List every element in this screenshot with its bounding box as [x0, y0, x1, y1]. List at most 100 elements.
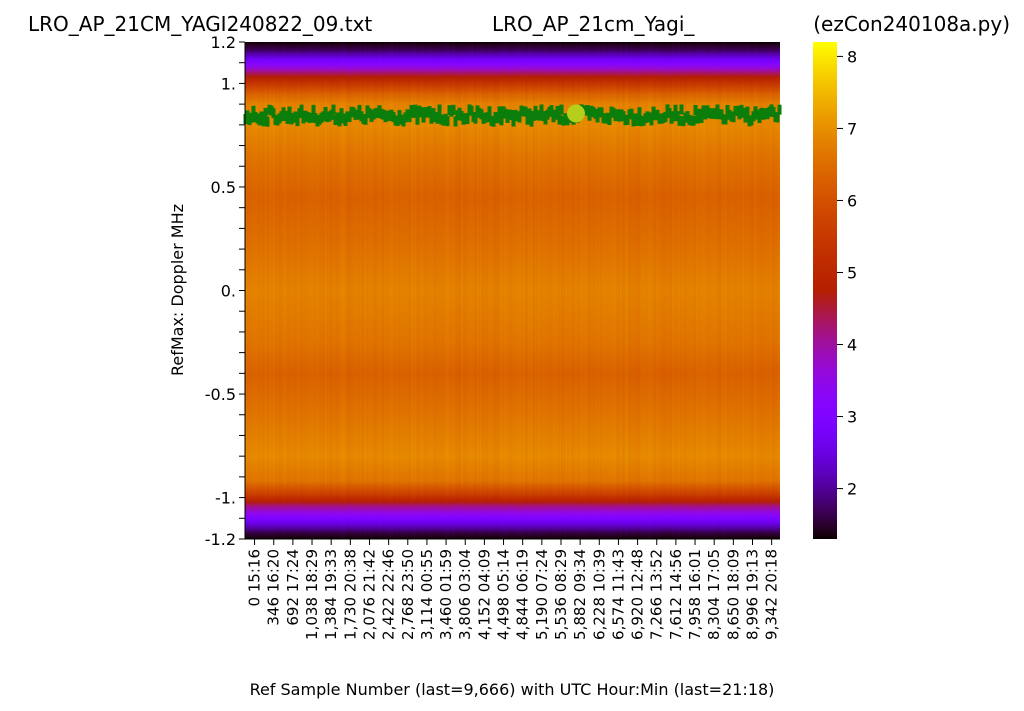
- max-trace-point: [261, 116, 266, 127]
- x-tick-label: 5,536 08:29: [552, 549, 570, 640]
- max-trace-point: [517, 112, 522, 123]
- max-trace-point: [663, 111, 668, 122]
- max-trace-point: [419, 107, 424, 118]
- max-trace-point: [537, 110, 542, 121]
- max-trace-point: [473, 113, 478, 124]
- y-tick-label: -0.5: [205, 385, 236, 404]
- x-axis-label: Ref Sample Number (last=9,666) with UTC …: [250, 680, 775, 699]
- max-trace-point: [757, 113, 762, 124]
- max-trace-point: [249, 112, 254, 123]
- max-trace-point: [559, 104, 564, 115]
- colorbar-tick-label: 6: [847, 191, 857, 210]
- y-tick-label: 0.: [221, 282, 236, 301]
- colorbar-gradient: [813, 42, 837, 539]
- max-trace-point: [427, 106, 432, 117]
- x-tick-label: 9,342 20:18: [763, 549, 781, 640]
- max-trace-point: [775, 112, 780, 123]
- y-axis: 1.2 1. 0.5 0. -0.5 -1. -1.2: [205, 33, 246, 549]
- max-trace-point: [287, 106, 292, 117]
- max-trace-point: [331, 104, 336, 115]
- max-trace-point: [435, 113, 440, 124]
- x-tick-label: 7,612 14:56: [667, 549, 685, 640]
- max-trace-point: [347, 112, 352, 123]
- max-trace-point: [679, 104, 684, 115]
- max-trace-point: [465, 114, 470, 125]
- max-trace-point: [453, 116, 458, 127]
- max-trace-point: [599, 107, 604, 118]
- colorbar-tick-label: 3: [847, 408, 857, 427]
- max-trace-point: [413, 104, 418, 115]
- max-trace-point: [363, 114, 368, 125]
- x-tick-label: 6,574 11:43: [609, 549, 627, 640]
- max-trace-point: [595, 112, 600, 123]
- max-trace-point: [625, 114, 630, 125]
- max-trace-point: [407, 112, 412, 123]
- max-trace-point: [497, 106, 502, 117]
- max-trace-point: [429, 113, 434, 124]
- y-tick-label: 1.2: [211, 33, 236, 52]
- max-trace-point: [323, 107, 328, 118]
- max-trace-point: [693, 104, 698, 115]
- max-trace-point: [731, 112, 736, 123]
- max-trace-point: [723, 114, 728, 125]
- max-trace-point: [509, 110, 514, 121]
- x-tick-label: 8,996 19:13: [743, 549, 761, 640]
- max-trace-point: [299, 104, 304, 115]
- x-tick-label: 346 16:20: [265, 549, 283, 626]
- max-trace-point: [337, 116, 342, 127]
- x-tick-label: 1,730 20:38: [341, 549, 359, 640]
- x-axis: 0 15:16 346 16:20 692 17:24 1,038 18:29 1,38…: [245, 538, 781, 640]
- max-trace-point: [637, 107, 642, 118]
- max-trace-point: [673, 104, 678, 115]
- x-tick-label: 3,806 03:04: [456, 549, 474, 640]
- max-trace-point: [357, 104, 362, 115]
- max-trace-point: [495, 113, 500, 124]
- colorbar-tick-label: 5: [847, 263, 857, 282]
- colorbar-tick-label: 4: [847, 336, 857, 355]
- x-tick-label: 5,882 09:34: [571, 549, 589, 640]
- max-trace-point: [511, 116, 516, 127]
- max-trace-point: [771, 107, 776, 118]
- x-tick-label: 1,038 18:29: [303, 549, 321, 640]
- max-trace-point: [671, 111, 676, 122]
- max-trace-point: [555, 105, 560, 116]
- x-tick-label: 7,266 13:52: [648, 549, 666, 640]
- max-trace-point: [649, 115, 654, 126]
- max-trace-point: [531, 111, 536, 122]
- max-trace-point: [451, 104, 456, 115]
- x-tick-label: 4,844 06:19: [514, 549, 532, 640]
- max-highlight-point: [566, 104, 585, 123]
- max-trace-point: [339, 108, 344, 119]
- max-trace-point: [607, 115, 612, 126]
- max-trace-point: [309, 112, 314, 123]
- max-trace-point: [539, 104, 544, 115]
- max-trace-point: [469, 105, 474, 116]
- max-trace-point: [437, 104, 442, 115]
- colorbar-ticks: 2 3 4 5 6 7 8: [837, 47, 857, 499]
- max-trace-point: [485, 112, 490, 123]
- x-tick-label: 2,768 23:50: [399, 549, 417, 640]
- max-trace-point: [549, 105, 554, 116]
- max-trace-point: [487, 106, 492, 117]
- max-trace-point: [285, 113, 290, 124]
- colorbar-tick-label: 2: [847, 480, 857, 499]
- x-tick-label: 1,384 19:33: [322, 549, 340, 640]
- max-trace-point: [667, 107, 672, 118]
- max-trace-point: [395, 116, 400, 127]
- titles: LRO_AP_21CM_YAGI240822_09.txt LRO_AP_21c…: [28, 12, 1010, 36]
- max-trace-point: [629, 108, 634, 119]
- x-tick-label: 2,076 21:42: [360, 549, 378, 640]
- max-trace-point: [499, 115, 504, 126]
- colorbar: 2 3 4 5 6 7 8: [813, 42, 857, 539]
- x-tick-label: 8,304 17:05: [705, 549, 723, 640]
- max-trace-point: [271, 108, 276, 119]
- x-tick-label: 4,152 04:09: [475, 549, 493, 640]
- max-trace-point: [295, 116, 300, 127]
- max-trace-point: [329, 109, 334, 120]
- max-trace-point: [523, 106, 528, 117]
- x-tick-label: 0 15:16: [246, 549, 264, 607]
- y-tick-label: -1.: [215, 489, 236, 508]
- max-trace-point: [311, 104, 316, 115]
- x-tick-label: 5,190 07:24: [533, 549, 551, 640]
